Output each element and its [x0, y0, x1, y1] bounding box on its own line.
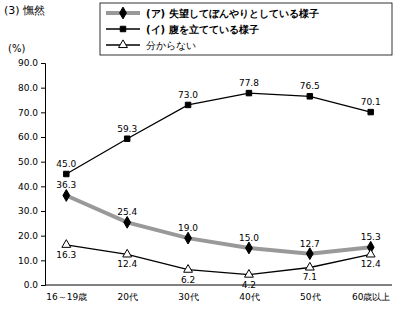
series-line — [66, 195, 370, 253]
series-marker — [62, 240, 71, 248]
y-tick-label: 30.0 — [18, 206, 38, 216]
data-label: 73.0 — [178, 90, 198, 100]
legend-marker — [120, 7, 127, 19]
data-label: 15.0 — [239, 233, 259, 243]
y-tick: 0.0 — [24, 280, 45, 290]
series-line — [66, 93, 370, 174]
data-labels: 36.3 25.4 19.0 15.0 12.7 15.3 45.0 59.3 73.0 77.8… — [56, 78, 381, 290]
legend-marker — [119, 40, 128, 48]
y-tick-label: 70.0 — [18, 108, 38, 118]
legend: (ア) 失望してぼんやりとしている様子 (イ) 腹を立てている様子分からない — [100, 3, 392, 55]
x-axis: 16～19歳 20代 30代 40代 50代 60歳以上 — [45, 285, 392, 302]
data-label: 4.2 — [242, 280, 256, 290]
data-label: 25.4 — [117, 207, 137, 217]
data-label: 59.3 — [117, 124, 137, 134]
y-tick: 20.0 — [18, 231, 45, 241]
title: (3) 憮然 — [4, 4, 45, 17]
y-tick-label: 10.0 — [18, 256, 38, 266]
data-label: 76.5 — [300, 81, 320, 91]
x-axis-line — [45, 285, 392, 286]
legend-marker — [120, 26, 125, 31]
y-tick: 40.0 — [18, 182, 45, 192]
x-tick-label: 50代 — [300, 292, 320, 302]
x-tick-label: 20代 — [117, 292, 137, 302]
series-marker — [246, 90, 251, 95]
y-tick: 90.0 — [18, 58, 45, 68]
data-label: 12.4 — [117, 259, 137, 269]
series-marker — [124, 216, 131, 228]
chart: (3) 憮然 (%) 0.0 10.0 20.0 30.0 40.0 50.0 60.0 70.0… — [0, 0, 398, 323]
data-label: 15.3 — [361, 232, 381, 242]
series-marker — [124, 136, 129, 141]
x-tick: 20代 — [117, 285, 137, 302]
x-tick-label: 40代 — [239, 292, 259, 302]
x-tick: 16～19歳 — [46, 285, 87, 302]
y-tick-mark — [41, 162, 45, 163]
series-marker — [368, 109, 373, 114]
x-tick-label: 60歳以上 — [352, 292, 390, 302]
data-label: 70.1 — [361, 97, 381, 107]
legend-label: 分からない — [146, 40, 196, 51]
plot-area — [62, 90, 375, 277]
y-tick-mark — [41, 211, 45, 212]
series-marker — [64, 171, 69, 176]
series-line — [66, 245, 370, 275]
series-marker — [184, 265, 193, 273]
y-tick: 30.0 — [18, 206, 45, 216]
series-marker — [305, 262, 314, 270]
y-tick-label: 50.0 — [18, 157, 38, 167]
data-label: 16.3 — [56, 250, 76, 260]
y-tick-mark — [41, 186, 45, 187]
x-tick: 60歳以上 — [352, 285, 390, 302]
y-label: (%) — [8, 43, 25, 54]
legend-box — [100, 3, 392, 55]
y-tick: 70.0 — [18, 108, 45, 118]
series-marker — [366, 249, 375, 257]
y-tick-mark — [41, 285, 45, 286]
y-tick-mark — [41, 137, 45, 138]
x-tick-label: 16～19歳 — [46, 292, 87, 302]
y-tick-label: 20.0 — [18, 231, 38, 241]
data-label: 19.0 — [178, 223, 198, 233]
y-tick-mark — [41, 88, 45, 89]
y-tick-mark — [41, 236, 45, 237]
y-tick-mark — [41, 63, 45, 64]
data-label: 77.8 — [239, 78, 259, 88]
y-tick-label: 40.0 — [18, 182, 38, 192]
y-tick-mark — [41, 260, 45, 261]
series-marker — [185, 232, 192, 244]
y-tick-label: 80.0 — [18, 83, 38, 93]
data-label: 36.3 — [56, 180, 76, 190]
series-marker — [246, 242, 253, 254]
series-marker — [63, 190, 70, 202]
series-marker — [123, 249, 132, 257]
y-tick: 80.0 — [18, 83, 45, 93]
y-axis: 0.0 10.0 20.0 30.0 40.0 50.0 60.0 70.0 80.0 90.0 — [18, 58, 46, 290]
x-tick: 30代 — [178, 285, 198, 302]
y-tick-mark — [41, 112, 45, 113]
x-tick: 50代 — [300, 285, 320, 302]
legend-label: (イ) 腹を立てている様子 — [146, 24, 259, 35]
data-label: 7.1 — [303, 272, 317, 282]
y-tick-label: 0.0 — [24, 280, 39, 290]
y-tick: 60.0 — [18, 132, 45, 142]
y-tick: 10.0 — [18, 256, 45, 266]
series-marker — [245, 270, 254, 278]
x-tick-label: 30代 — [178, 292, 198, 302]
series-marker — [306, 248, 313, 260]
legend-label: (ア) 失望してぼんやりとしている様子 — [146, 8, 319, 19]
y-tick-label: 60.0 — [18, 132, 38, 142]
data-label: 12.7 — [300, 239, 320, 249]
y-tick-label: 90.0 — [18, 58, 38, 68]
data-label: 45.0 — [56, 159, 76, 169]
y-tick: 50.0 — [18, 157, 45, 167]
data-label: 6.2 — [181, 275, 195, 285]
series-marker — [185, 102, 190, 107]
data-label: 12.4 — [361, 259, 381, 269]
series-marker — [307, 94, 312, 99]
y-axis-line — [41, 64, 46, 286]
